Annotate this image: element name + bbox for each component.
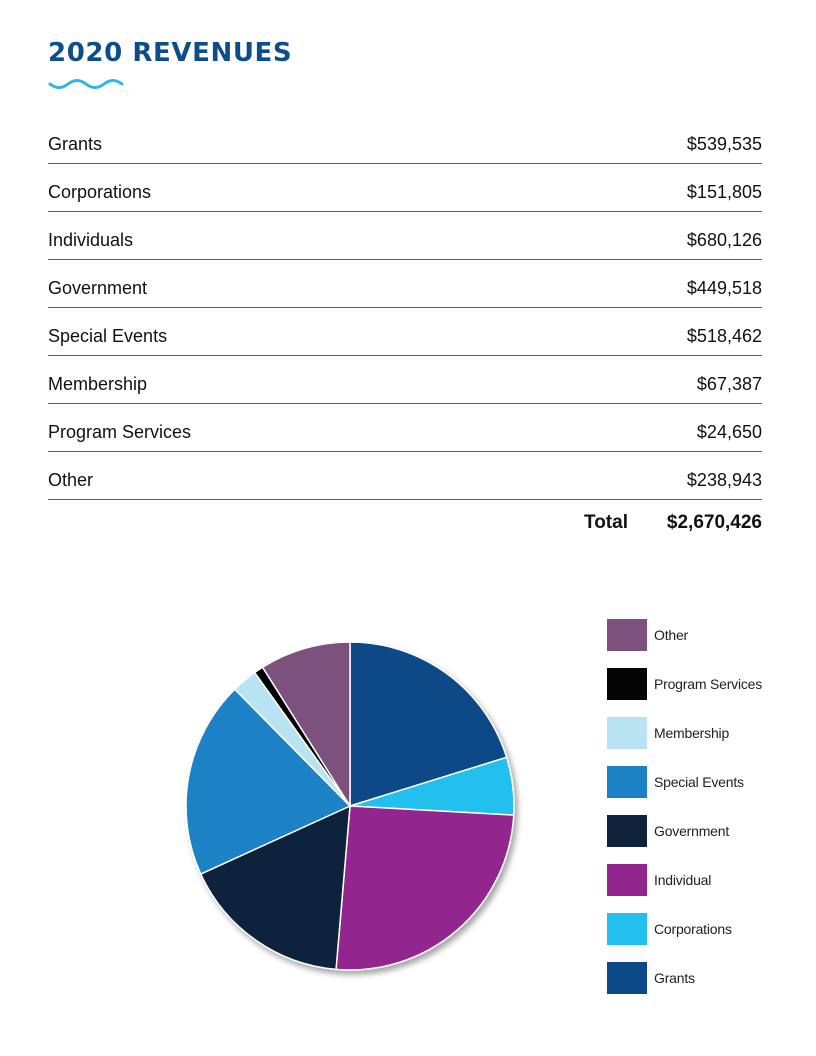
pie-slice-individual	[335, 805, 515, 971]
legend-label: Other	[654, 626, 689, 643]
legend-item-special-events: Special Events	[607, 757, 797, 806]
legend-label: Government	[654, 822, 730, 839]
revenue-table: Grants $539,535 Corporations $151,805 In…	[48, 116, 762, 500]
row-label: Government	[48, 278, 148, 298]
row-amount: $449,518	[686, 278, 762, 298]
legend-swatch	[607, 961, 647, 994]
row-amount: $680,126	[686, 230, 762, 250]
legend-item-grants: Grants	[607, 953, 797, 1002]
revenue-row-membership: Membership $67,387	[48, 356, 762, 404]
total-amount: $2,670,426	[666, 512, 762, 533]
legend-swatch	[607, 716, 647, 749]
legend-swatch	[607, 667, 647, 700]
row-amount: $238,943	[686, 470, 762, 490]
row-amount: $67,387	[696, 374, 762, 394]
legend-item-corporations: Corporations	[607, 904, 797, 953]
legend-swatch	[607, 863, 647, 896]
title-wave-decoration	[48, 79, 124, 89]
page-title: 2020 REVENUES	[48, 38, 293, 68]
legend-swatch	[607, 912, 647, 945]
row-label: Special Events	[48, 326, 168, 346]
row-label: Grants	[48, 134, 103, 154]
legend-item-other: Other	[607, 610, 797, 659]
revenue-row-other: Other $238,943	[48, 452, 762, 500]
row-label: Membership	[48, 374, 148, 394]
total-row: Total $2,670,426	[560, 512, 762, 534]
legend-swatch	[607, 814, 647, 847]
revenue-row-government: Government $449,518	[48, 260, 762, 308]
pie-slice-grants	[349, 641, 508, 808]
row-amount: $24,650	[696, 422, 762, 442]
revenue-pie-chart	[185, 641, 515, 971]
row-label: Other	[48, 470, 94, 490]
legend-label: Membership	[654, 724, 730, 741]
legend-label: Individual	[654, 871, 712, 888]
legend-item-membership: Membership	[607, 708, 797, 757]
row-label: Corporations	[48, 182, 152, 202]
total-label: Total	[584, 512, 628, 533]
legend-label: Special Events	[654, 773, 744, 790]
pie-slice-special-events	[185, 688, 352, 876]
legend-label: Grants	[654, 969, 695, 986]
legend-swatch	[607, 618, 647, 651]
legend-label: Corporations	[654, 920, 732, 937]
revenue-row-grants: Grants $539,535	[48, 116, 762, 164]
chart-legend: Other Program Services Membership Special E…	[607, 610, 797, 1002]
row-amount: $518,462	[686, 326, 762, 346]
legend-item-program-services: Program Services	[607, 659, 797, 708]
row-amount: $151,805	[686, 182, 762, 202]
revenue-row-special-events: Special Events $518,462	[48, 308, 762, 356]
pie-slice-other	[261, 641, 351, 809]
row-label: Program Services	[48, 422, 192, 442]
row-label: Individuals	[48, 230, 134, 250]
revenue-row-corporations: Corporations $151,805	[48, 164, 762, 212]
row-amount: $539,535	[686, 134, 762, 154]
legend-item-individual: Individual	[607, 855, 797, 904]
pie-slice-government	[199, 804, 351, 971]
legend-item-government: Government	[607, 806, 797, 855]
legend-label: Program Services	[654, 675, 763, 692]
revenue-row-program-services: Program Services $24,650	[48, 404, 762, 452]
legend-swatch	[607, 765, 647, 798]
revenue-row-individuals: Individuals $680,126	[48, 212, 762, 260]
